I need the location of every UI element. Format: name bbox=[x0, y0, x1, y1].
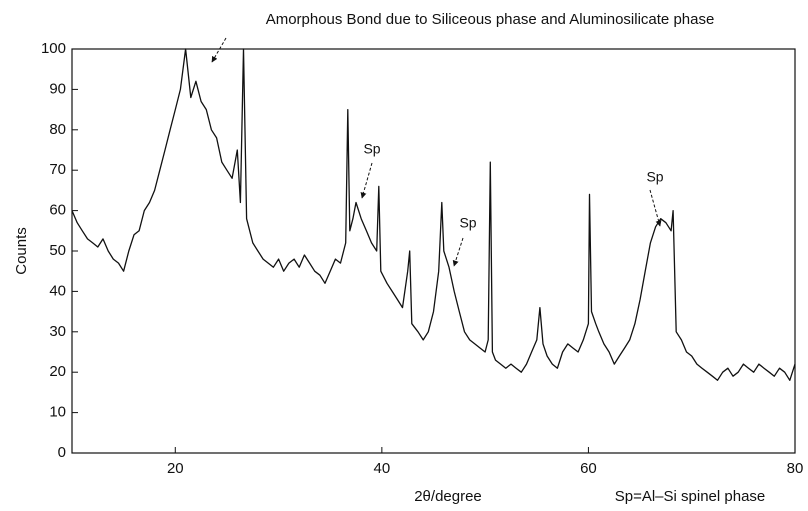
x-tick-label: 80 bbox=[787, 460, 804, 477]
data-line bbox=[71, 48, 796, 381]
y-tick-label: 40 bbox=[49, 282, 66, 299]
y-tick-label: 20 bbox=[49, 363, 66, 380]
y-tick-label: 60 bbox=[49, 202, 66, 219]
y-tick-label: 10 bbox=[49, 404, 66, 421]
plot-frame bbox=[71, 48, 796, 454]
annotation: Sp bbox=[363, 141, 380, 157]
x-tick-label: 40 bbox=[374, 460, 391, 477]
x-tick-label: 20 bbox=[167, 460, 184, 477]
y-tick-label: 50 bbox=[49, 242, 66, 259]
y-tick-label: 30 bbox=[49, 323, 66, 340]
y-tick-label: 90 bbox=[49, 80, 66, 97]
y-axis-label: Counts bbox=[13, 227, 30, 275]
y-tick-label: 100 bbox=[41, 40, 66, 57]
y-tick-label: 0 bbox=[58, 444, 66, 461]
annotation: Sp=Al–Si spinel phase bbox=[615, 488, 766, 505]
annotation-arrows bbox=[211, 37, 662, 267]
y-tick-label: 80 bbox=[49, 121, 66, 138]
x-tick-label: 60 bbox=[580, 460, 597, 477]
x-axis-label: 2θ/degree bbox=[414, 488, 482, 505]
y-tick-label: 70 bbox=[49, 161, 66, 178]
annotation: Sp bbox=[646, 169, 663, 185]
annotation: Sp bbox=[459, 215, 476, 231]
annotation: Amorphous Bond due to Siliceous phase an… bbox=[266, 11, 715, 28]
